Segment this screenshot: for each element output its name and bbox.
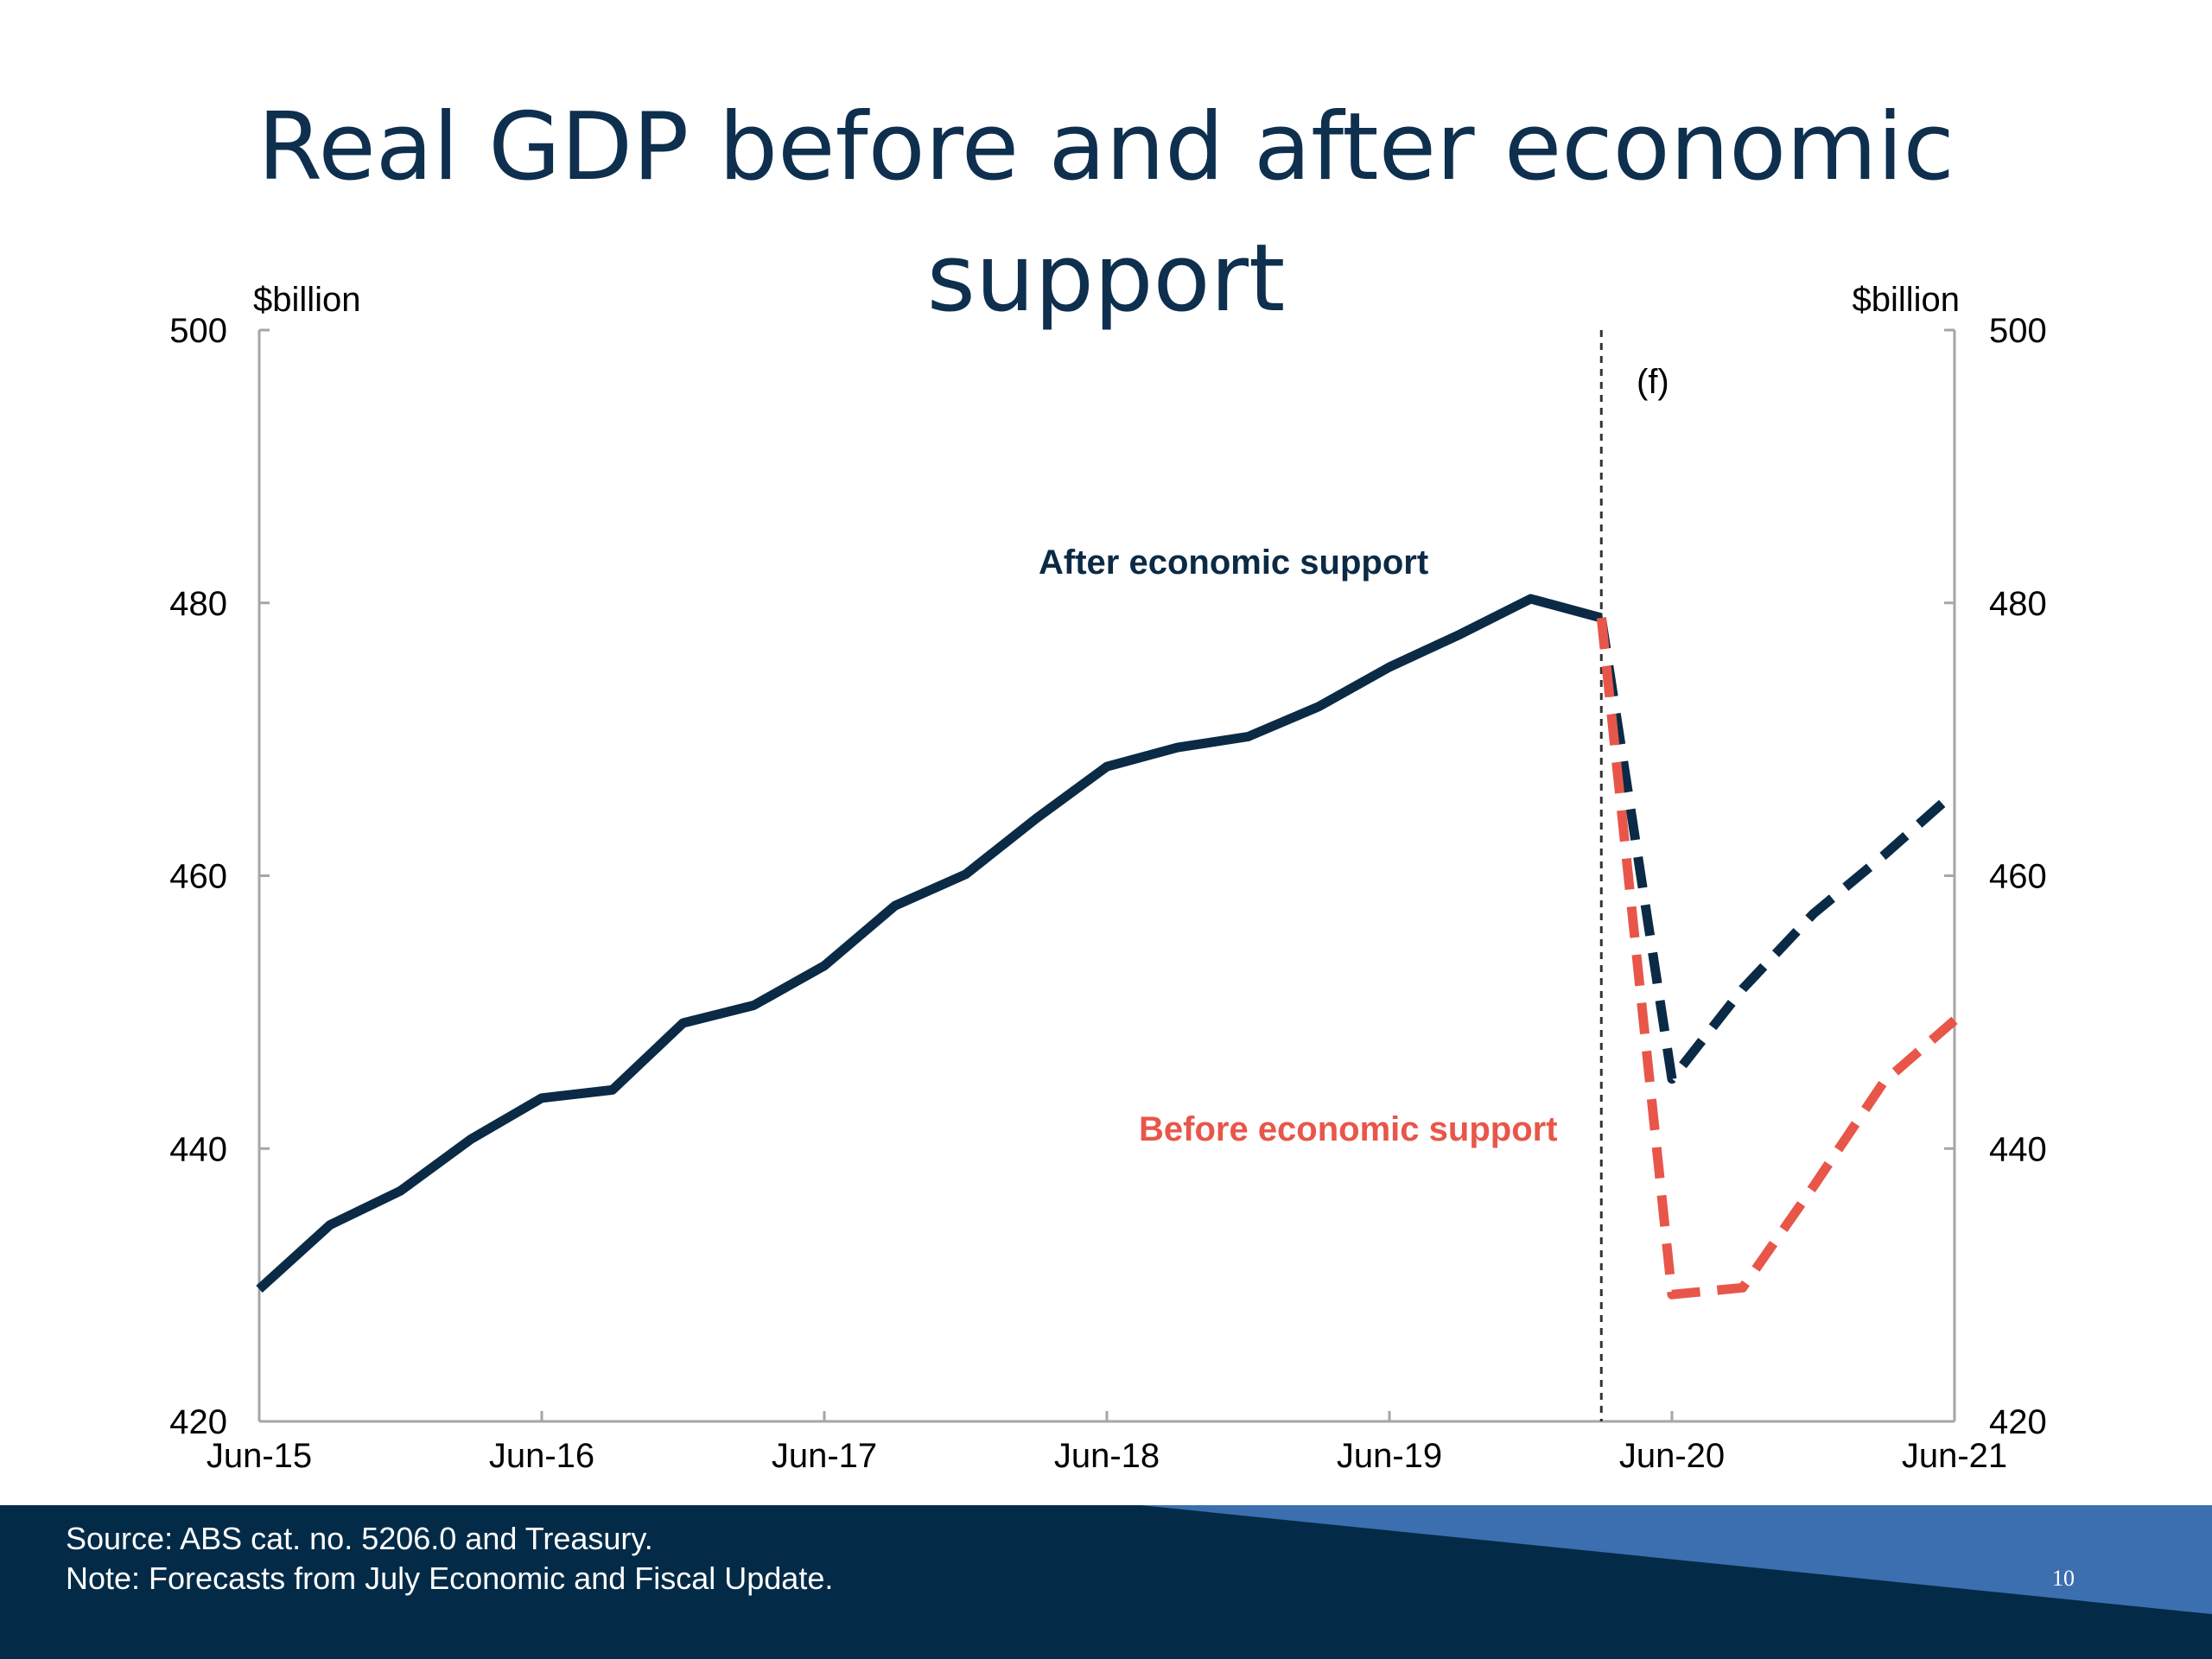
chart-axes: 420 420 440 440 460 460 480 480 500 500 Jun-15 Jun-… xyxy=(169,312,2047,1475)
y-tick-label-left: 420 xyxy=(169,1403,227,1441)
y-tick-label-right: 480 xyxy=(1989,585,2047,623)
y-tick-label-right: 460 xyxy=(1989,858,2047,896)
x-tick-label: Jun-15 xyxy=(207,1437,312,1475)
after-support-series-label: After economic support xyxy=(1039,543,1428,582)
footer-accent-wedge xyxy=(1141,1505,2212,1614)
y-axis-label-left: $billion xyxy=(253,281,361,319)
y-tick-label-left: 460 xyxy=(169,858,227,896)
x-tick-label: Jun-16 xyxy=(489,1437,594,1475)
before-support-forecast-line xyxy=(1596,617,1958,1300)
y-tick-label-right: 500 xyxy=(1989,312,2047,350)
y-tick-label-right: 440 xyxy=(1989,1130,2047,1168)
x-tick-label: Jun-18 xyxy=(1054,1437,1160,1475)
footer-bar: Source: ABS cat. no. 5206.0 and Treasury… xyxy=(0,1505,2212,1659)
x-tick-label: Jun-21 xyxy=(1902,1437,2007,1475)
before-support-series-label: Before economic support xyxy=(1139,1110,1558,1148)
x-tick-label: Jun-19 xyxy=(1337,1437,1442,1475)
forecast-marker-label: (f) xyxy=(1637,363,1669,401)
gdp-line-chart: 420 420 440 440 460 460 480 480 500 500 Jun-15 Jun-… xyxy=(169,281,2047,1475)
after-support-forecast-line xyxy=(1596,617,1958,1084)
y-axis-label-right: $billion xyxy=(1852,281,1960,319)
slide-title: Real GDP before and after economic suppo… xyxy=(257,93,1955,333)
after-support-actual-line xyxy=(256,594,1603,1293)
y-tick-label-left: 500 xyxy=(169,312,227,350)
forecast-note: Note: Forecasts from July Economic and F… xyxy=(66,1560,834,1596)
chart-series xyxy=(256,594,1958,1300)
page-number: 10 xyxy=(2052,1566,2075,1591)
y-tick-label-left: 440 xyxy=(169,1130,227,1168)
y-tick-label-right: 420 xyxy=(1989,1403,2047,1441)
x-tick-label: Jun-17 xyxy=(772,1437,877,1475)
source-note: Source: ABS cat. no. 5206.0 and Treasury… xyxy=(66,1521,653,1556)
y-tick-label-left: 480 xyxy=(169,585,227,623)
x-tick-label: Jun-20 xyxy=(1619,1437,1725,1475)
